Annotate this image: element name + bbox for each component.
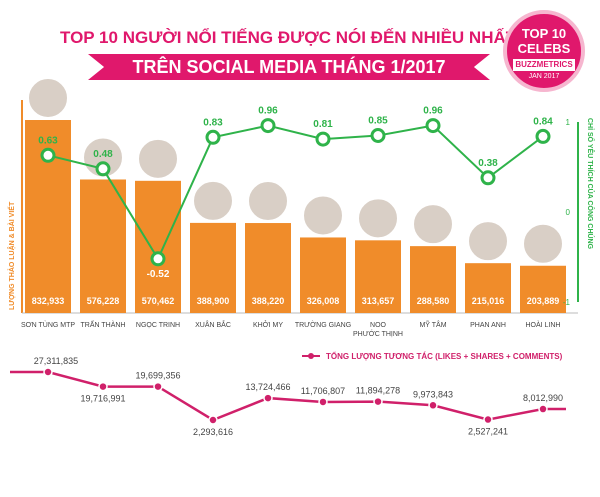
- bar-value-label: 388,900: [197, 296, 230, 306]
- interaction-point: [538, 404, 548, 414]
- bar-value-label: 215,016: [472, 296, 505, 306]
- bar: [355, 240, 401, 313]
- interaction-value-label: 11,894,278: [356, 386, 400, 396]
- bar-value-label: 388,220: [252, 296, 285, 306]
- sentiment-point: [480, 170, 496, 186]
- legend-label: TỔNG LƯỢNG TƯƠNG TÁC (LIKES + SHARES + C…: [326, 352, 563, 361]
- header: TOP 10 NGƯỜI NỔI TIẾNG ĐƯỢC NÓI ĐẾN NHIỀ…: [0, 0, 600, 82]
- interaction-value-label: 19,699,356: [135, 371, 180, 381]
- bar: [300, 237, 346, 313]
- sentiment-value-label: 0.81: [313, 119, 333, 130]
- interaction-value-label: 9,973,843: [413, 389, 453, 399]
- y-axis-left-label: LƯỢNG THẢO LUẬN & BÀI VIẾT: [6, 201, 16, 310]
- bar-value-label: 570,462: [142, 296, 175, 306]
- avatar: [467, 220, 509, 263]
- avatar: [137, 137, 179, 180]
- y-tick-right: 0: [566, 208, 571, 217]
- interaction-point: [263, 393, 273, 403]
- interaction-point: [428, 400, 438, 411]
- sentiment-value-label: 0.63: [38, 135, 58, 146]
- interaction-value-label: 19,716,991: [80, 394, 125, 404]
- category-label: NGỌC TRINH: [136, 322, 180, 329]
- avatar: [82, 136, 124, 179]
- interaction-point: [208, 415, 218, 425]
- sentiment-point: [150, 251, 166, 267]
- sentiment-value-label: 0.38: [478, 158, 498, 169]
- sentiment-point: [370, 128, 386, 143]
- bar: [245, 223, 291, 313]
- sentiment-line: [47, 124, 544, 261]
- avatar: [357, 197, 399, 240]
- y-tick-right: 1: [566, 118, 571, 127]
- interaction-value-label: 2,293,616: [193, 427, 233, 437]
- badge-date: JAN 2017: [528, 73, 560, 80]
- avatar: [192, 179, 234, 222]
- avatar: [247, 180, 289, 223]
- interaction-value-label: 8,012,990: [523, 393, 563, 403]
- bar: [520, 265, 566, 313]
- bar-value-label: 203,889: [527, 296, 560, 306]
- category-label: NOO: [370, 322, 387, 329]
- badge-line1: TOP 10: [521, 26, 567, 41]
- bar-value-label: 313,657: [362, 296, 395, 306]
- bar-value-label: 832,933: [32, 296, 65, 306]
- interaction-point: [153, 381, 163, 392]
- badge-line2: CELEBS: [517, 41, 571, 56]
- category-label: XUÂN BẮC: [195, 320, 231, 329]
- title-line2: TRÊN SOCIAL MEDIA THÁNG 1/2017: [132, 57, 446, 77]
- sentiment-point: [40, 147, 56, 163]
- interaction-value-label: 27,311,835: [34, 356, 78, 366]
- sentiment-point: [315, 131, 331, 147]
- category-label: KHỞI MY: [253, 320, 283, 329]
- interaction-value-label: 13,724,466: [245, 382, 290, 392]
- interaction-point: [373, 396, 383, 407]
- interaction-value-label: 2,527,241: [468, 427, 508, 437]
- title-banner: [88, 54, 490, 80]
- category-label: PHƯỚC THỊNH: [353, 329, 403, 338]
- sentiment-point: [425, 118, 441, 134]
- sentiment-point: [260, 118, 276, 134]
- sentiment-point: [205, 129, 221, 145]
- sentiment-value-label: 0.83: [203, 117, 223, 128]
- category-label: MỸ TÂM: [419, 320, 446, 329]
- bar-value-label: 576,228: [87, 296, 120, 306]
- badge-brand: BUZZMETRICS: [513, 59, 575, 71]
- bar: [410, 246, 456, 313]
- category-label: TRẤN THÀNH: [81, 319, 126, 329]
- avatar: [27, 77, 69, 119]
- bar: [80, 179, 126, 313]
- bar: [135, 180, 181, 313]
- category-label: SƠN TÙNG MTP: [21, 320, 75, 329]
- category-label: HOÀI LINH: [525, 320, 560, 329]
- interaction-line: [10, 370, 566, 422]
- bar-value-label: 326,008: [307, 296, 340, 306]
- sentiment-value-label: 0.84: [533, 116, 553, 127]
- category-label: TRƯỜNG GIANG: [295, 320, 351, 329]
- avatar: [522, 222, 564, 265]
- avatar: [302, 194, 344, 237]
- interaction-point: [98, 381, 108, 392]
- avatar: [412, 203, 454, 246]
- title-line1: TOP 10 NGƯỜI NỔI TIẾNG ĐƯỢC NÓI ĐẾN NHIỀ…: [60, 28, 517, 47]
- sentiment-value-label: 0.96: [258, 106, 278, 117]
- sentiment-value-label: 0.96: [423, 106, 443, 117]
- interaction-point: [43, 367, 53, 377]
- bar-value-label: 288,580: [417, 296, 450, 306]
- interaction-value-label: 11,706,807: [301, 386, 345, 396]
- sentiment-value-label: 0.85: [368, 116, 388, 127]
- interaction-point: [318, 397, 328, 407]
- bar: [465, 263, 511, 313]
- y-tick-right: -1: [563, 298, 571, 307]
- sentiment-value-label: -0.52: [147, 269, 170, 280]
- category-label: PHAN ANH: [470, 322, 506, 329]
- sentiment-value-label: 0.48: [93, 149, 113, 160]
- sentiment-point: [535, 128, 551, 144]
- bar: [190, 222, 236, 313]
- legend-marker: [308, 353, 314, 359]
- sentiment-point: [95, 161, 111, 177]
- top10-badge: TOP 10 CELEBS BUZZMETRICS JAN 2017: [503, 10, 585, 92]
- interaction-point: [483, 414, 493, 425]
- y-axis-right-label: CHỈ SỐ YÊU THÍCH CỦA CÔNG CHÚNG: [586, 118, 596, 250]
